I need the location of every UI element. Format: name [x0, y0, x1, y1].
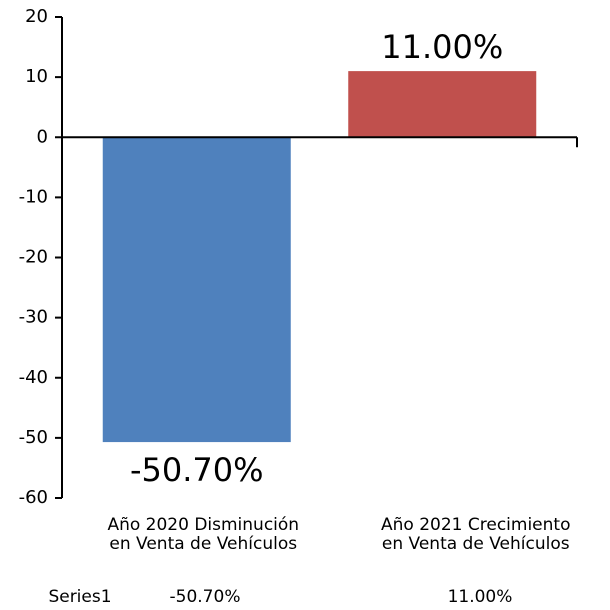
- y-tick-label: -10: [19, 186, 48, 207]
- data-label: 11.00%: [381, 28, 503, 66]
- table-value: -50.70%: [170, 587, 241, 607]
- y-tick-label: -30: [19, 307, 48, 328]
- bar: [102, 137, 291, 443]
- y-tick-label: -20: [19, 247, 48, 268]
- table-series-name: Series1: [48, 587, 111, 607]
- x-tick-label: Año 2020 Disminución en Venta de Vehícul…: [107, 515, 300, 554]
- data-label: -50.70%: [130, 451, 264, 489]
- y-tick-label: 0: [37, 126, 48, 147]
- y-tick-label: 20: [25, 6, 48, 27]
- y-tick-label: -60: [19, 487, 48, 508]
- y-tick-label: -40: [19, 367, 48, 388]
- bar: [348, 71, 537, 138]
- table-value: 11.00%: [448, 587, 513, 607]
- x-tick-label: Año 2021 Crecimiento en Venta de Vehícul…: [381, 515, 571, 554]
- y-tick-label: 10: [25, 66, 48, 87]
- y-tick-label: -50: [19, 427, 48, 448]
